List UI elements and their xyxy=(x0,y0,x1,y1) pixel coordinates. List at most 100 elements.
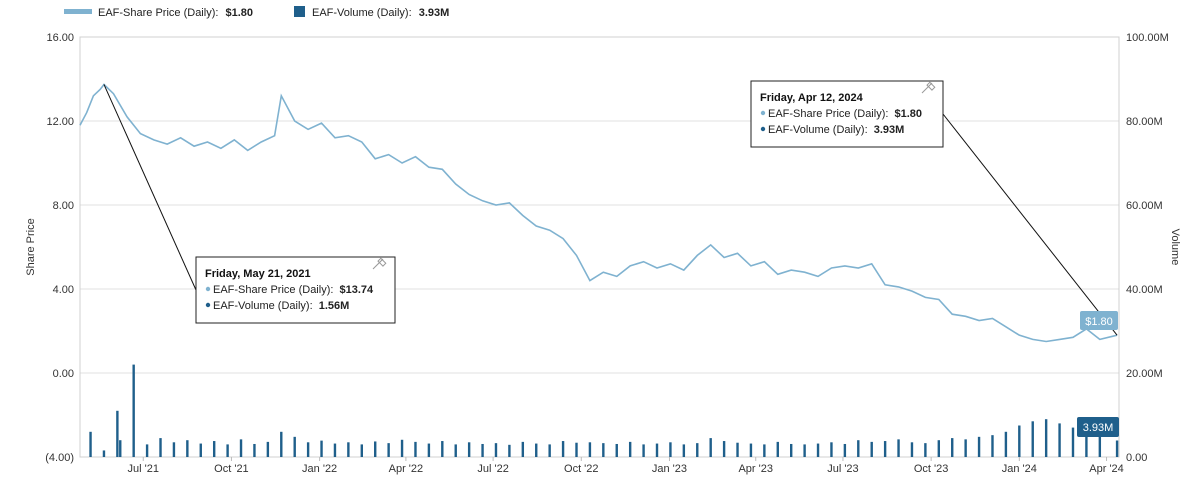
volume-bar xyxy=(427,443,431,457)
volume-bar xyxy=(199,443,202,457)
volume-bar xyxy=(883,441,887,457)
volume-bar xyxy=(116,410,119,457)
y-tick-label: 0.00 xyxy=(53,368,74,380)
tooltip-volume-label: EAF-Volume (Daily): xyxy=(213,300,313,312)
pin-icon[interactable] xyxy=(372,257,387,270)
volume-bar xyxy=(628,441,632,457)
volume-bar xyxy=(897,439,900,457)
volume-bar xyxy=(212,441,216,457)
legend-item-volume[interactable]: EAF-Volume (Daily): 3.93M xyxy=(294,6,449,19)
tooltip-volume-value: 3.93M xyxy=(874,124,905,136)
svg-text:EAF-Share Price (Daily):: EAF-Share Price (Daily): $1.80 xyxy=(768,108,922,120)
tooltip-price-value: $1.80 xyxy=(894,108,922,120)
volume-bar xyxy=(1031,421,1034,457)
volume-bar xyxy=(977,436,981,457)
plot-frame xyxy=(79,36,1120,458)
volume-bar xyxy=(763,444,766,457)
volume-bar xyxy=(347,442,350,457)
volume-bar xyxy=(575,442,578,457)
legend-value-price: $1.80 xyxy=(225,7,253,19)
x-tick-label: Apr '22 xyxy=(389,463,424,475)
volume-bar xyxy=(239,439,243,457)
legend-swatch-volume xyxy=(294,6,305,17)
volume-bar xyxy=(89,431,92,457)
y2-tick-label: 20.00M xyxy=(1126,368,1163,380)
volume-bar xyxy=(226,444,229,457)
volume-bar xyxy=(441,441,444,457)
volume-bar xyxy=(937,440,941,457)
x-tick-label: Oct '21 xyxy=(214,463,249,475)
tooltip-volume-dot xyxy=(205,302,211,308)
volume-bar xyxy=(655,443,659,457)
volume-bar xyxy=(910,442,914,457)
legend-item-price[interactable]: EAF-Share Price (Daily): $1.80 xyxy=(64,7,253,19)
volume-bar xyxy=(548,444,551,457)
y-tick-label: 16.00 xyxy=(46,32,74,44)
volume-bar xyxy=(145,444,149,457)
volume-bar xyxy=(387,443,390,457)
x-tick-label: Jan '23 xyxy=(652,463,687,475)
volume-bar xyxy=(481,443,484,457)
volume-bar xyxy=(588,442,592,457)
volume-bar xyxy=(467,442,471,457)
volume-bar xyxy=(535,443,538,457)
legend-label-volume: EAF-Volume (Daily): xyxy=(312,7,412,19)
svg-text:EAF-Share Price (Daily):: EAF-Share Price (Daily): $1.80 xyxy=(98,7,253,19)
volume-bar xyxy=(1085,424,1088,457)
volume-bar xyxy=(749,443,753,457)
volume-bar xyxy=(722,441,726,457)
volume-bar xyxy=(951,438,954,457)
volume-bar xyxy=(280,431,283,457)
price-line xyxy=(79,83,1118,343)
volume-bar xyxy=(696,443,699,457)
x-tick-label: Oct '22 xyxy=(564,463,599,475)
volume-bar xyxy=(159,438,162,457)
svg-text:EAF-Volume (Daily): 3.: EAF-Volume (Daily): 3.93M xyxy=(312,7,449,19)
volume-bar xyxy=(454,444,457,457)
tooltip-price-dot xyxy=(760,110,766,116)
annotation-connector-may-2021 xyxy=(103,84,197,291)
volume-bar xyxy=(494,443,498,457)
legend-swatch-price xyxy=(64,9,92,14)
volume-bar xyxy=(1115,440,1119,457)
volume-bar xyxy=(102,450,106,457)
volume-bar xyxy=(266,441,270,457)
volume-bar xyxy=(374,441,377,457)
volume-bar xyxy=(857,440,860,457)
volume-bar xyxy=(615,443,618,457)
tooltip-price-dot xyxy=(205,286,211,292)
tooltip-may-2021[interactable]: Friday, May 21, 2021 EAF-Share Price (Da… xyxy=(195,256,396,324)
volume-bar xyxy=(293,436,296,457)
x-tick-label: Jul '22 xyxy=(477,463,508,475)
svg-text:EAF-Share Price (Daily):: EAF-Share Price (Daily): $13.74 xyxy=(213,284,374,296)
x-tick-label: Jul '23 xyxy=(827,463,858,475)
volume-badge-text: 3.93M xyxy=(1083,422,1114,434)
volume-bars xyxy=(89,364,1119,457)
pin-icon[interactable] xyxy=(921,81,936,94)
volume-bar xyxy=(253,443,256,457)
volume-bar xyxy=(561,441,565,457)
y2-tick-label: 40.00M xyxy=(1126,284,1163,296)
price-badge: $1.80 xyxy=(1080,311,1118,330)
tooltip-title: Friday, May 21, 2021 xyxy=(205,268,311,280)
legend-value-volume: 3.93M xyxy=(419,7,450,19)
volume-bar xyxy=(132,364,135,457)
volume-bar xyxy=(602,443,605,457)
volume-bar xyxy=(991,435,994,457)
volume-bar xyxy=(709,438,712,457)
volume-bar xyxy=(186,440,189,457)
volume-bar xyxy=(320,440,323,457)
volume-bar xyxy=(789,443,793,457)
volume-bar xyxy=(816,443,820,457)
volume-bar xyxy=(1071,427,1075,457)
tooltip-apr-2024[interactable]: Friday, Apr 12, 2024 EAF-Share Price (Da… xyxy=(750,80,944,148)
tooltip-volume-dot xyxy=(760,126,766,132)
y2-axis-title: Volume xyxy=(1169,229,1181,266)
tooltip-volume-label: EAF-Volume (Daily): xyxy=(768,124,868,136)
volume-bar xyxy=(669,442,672,457)
volume-bar xyxy=(306,442,310,457)
y2-tick-label: 100.00M xyxy=(1126,32,1169,44)
svg-text:EAF-Volume (Daily): 1.56: EAF-Volume (Daily): 1.56M xyxy=(213,300,349,312)
price-badge-text: $1.80 xyxy=(1085,316,1113,328)
x-tick-label: Jan '24 xyxy=(1002,463,1037,475)
